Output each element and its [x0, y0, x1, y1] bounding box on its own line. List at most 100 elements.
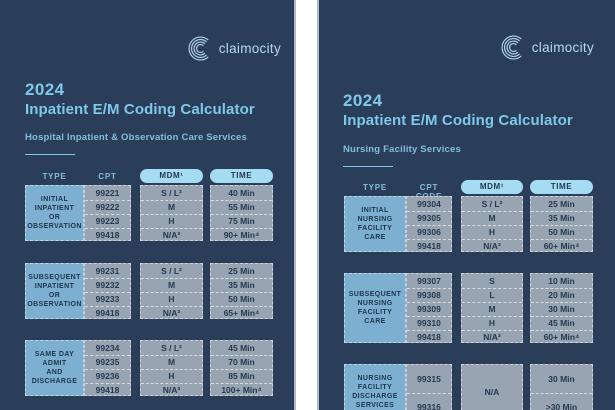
mdm-cell: M: [141, 200, 202, 214]
time-cell: 70 Min: [211, 355, 272, 369]
column-header-time-pill: TIME: [530, 180, 593, 194]
mdm-column: S / L² M H N/A³: [140, 185, 203, 241]
type-label-line: AND: [46, 369, 63, 376]
cpt-cell: 99235: [85, 355, 130, 369]
type-label-line: SERVICES: [355, 402, 395, 409]
claimocity-logo: claimocity: [500, 34, 594, 61]
cpt-cell: 99304: [417, 199, 441, 209]
type-label-line: DISCHARGE: [31, 378, 78, 385]
time-cell: 35 Min: [211, 278, 272, 292]
mdm-column: N/A: [461, 364, 523, 410]
panel-nursing-facility: claimocity 2024 Inpatient E/M Coding Cal…: [317, 0, 615, 410]
time-cell: 65+ Min⁴: [211, 306, 272, 320]
cpt-cell: 99222: [85, 200, 130, 214]
table-group: NURSING FACILITY DISCHARGE SERVICES 99315 993…: [319, 364, 615, 410]
type-cell: INITIAL INPATIENT OR OBSERVATION: [25, 185, 84, 241]
subtitle-underline: [25, 154, 75, 155]
column-header-mdm-pill: MDM¹: [140, 169, 203, 183]
table-group: SAME DAY ADMIT AND DISCHARGE 99234 99235 99236…: [0, 340, 294, 396]
type-label-line: NURSING: [357, 216, 393, 223]
cpt-column: 99307 99308 99309 99310 99418: [406, 273, 452, 343]
mdm-cell: M: [141, 355, 202, 369]
mdm-cell: M: [462, 302, 522, 316]
time-cell: 90+ Min⁴: [211, 228, 272, 242]
mdm-cell: M: [462, 211, 522, 225]
time-column: 10 Min 20 Min 30 Min 45 Min 60+ Min⁴: [530, 273, 593, 343]
type-label-line: OBSERVATION: [27, 223, 82, 230]
type-label-line: OR: [48, 214, 61, 221]
mdm-cell: L: [462, 288, 522, 302]
time-cell: 25 Min: [548, 199, 575, 209]
type-label-line: FACILITY: [357, 225, 393, 232]
mdm-cell: S: [489, 276, 495, 286]
time-cell: 10 Min: [548, 276, 575, 286]
mdm-cell: N/A³: [141, 228, 202, 242]
year-heading: 2024: [25, 80, 65, 99]
mdm-column: S L M H N/A³: [461, 273, 523, 343]
type-cell: SUBSEQUENT NURSING FACILITY CARE: [344, 273, 406, 343]
mdm-cell: H: [141, 369, 202, 383]
type-cell: SUBSEQUENT INPATIENT OR OBSERVATION: [25, 263, 84, 319]
cpt-cell: 99232: [85, 278, 130, 292]
cpt-cell: 99418: [85, 228, 130, 242]
time-column: 25 Min 35 Min 50 Min 65+ Min⁴: [210, 263, 273, 319]
time-column: 45 Min 70 Min 85 Min 100+ Min⁴: [210, 340, 273, 396]
time-cell: 100+ Min⁴: [211, 383, 272, 397]
column-header-cpt: CPT: [98, 172, 117, 181]
cpt-cell: 99306: [407, 225, 451, 239]
table-group: SUBSEQUENT NURSING FACILITY CARE 99307 99308 9…: [319, 273, 615, 343]
cpt-cell: 99316: [407, 393, 451, 410]
type-label-line: OBSERVATION: [27, 301, 82, 308]
mdm-cell: S / L²: [161, 343, 182, 353]
mdm-cell: N/A³: [141, 306, 202, 320]
cpt-cell: 99418: [85, 383, 130, 397]
time-cell: 20 Min: [531, 288, 592, 302]
mdm-cell: M: [141, 278, 202, 292]
cpt-cell: 99305: [407, 211, 451, 225]
type-cell: NURSING FACILITY DISCHARGE SERVICES: [344, 364, 406, 410]
mdm-cell: H: [141, 292, 202, 306]
cpt-column: 99234 99235 99236 99418: [84, 340, 131, 396]
table-group: SUBSEQUENT INPATIENT OR OBSERVATION 99231 992…: [0, 263, 294, 319]
cpt-cell: 99315: [417, 374, 441, 384]
type-label-line: FACILITY: [357, 309, 393, 316]
mdm-cell: N/A³: [141, 383, 202, 397]
type-label-line: FACILITY: [357, 384, 393, 391]
mdm-cell: N/A³: [462, 239, 522, 253]
cpt-column: 99304 99305 99306 99418: [406, 196, 452, 252]
mdm-column: S / L² M H N/A³: [140, 263, 203, 319]
cpt-column: 99231 99232 99233 99418: [84, 263, 131, 319]
time-column: 40 Min 55 Min 75 Min 90+ Min⁴: [210, 185, 273, 241]
type-label-line: SAME DAY: [34, 351, 75, 358]
coding-table: INITIAL NURSING FACILITY CARE 99304 99305 9930…: [319, 0, 615, 410]
mdm-cell: H: [462, 316, 522, 330]
type-label-line: OR: [48, 292, 61, 299]
time-cell: 75 Min: [211, 214, 272, 228]
mdm-cell: N/A³: [462, 330, 522, 344]
time-cell: 50 Min: [211, 292, 272, 306]
service-subtitle: Hospital Inpatient & Observation Care Se…: [25, 132, 247, 143]
mdm-cell: S / L²: [161, 188, 182, 198]
mdm-cell: S / L²: [481, 199, 503, 209]
time-cell: 50 Min: [531, 225, 592, 239]
time-cell: 45 Min: [531, 316, 592, 330]
cpt-cell: 99234: [95, 343, 120, 353]
mdm-cell: H: [462, 225, 522, 239]
time-column: 25 Min 35 Min 50 Min 60+ Min⁴: [530, 196, 593, 252]
time-cell: 30 Min: [531, 302, 592, 316]
time-cell: 60+ Min⁴: [531, 239, 592, 253]
cpt-cell: 99231: [95, 266, 120, 276]
cpt-column: 99221 99222 99223 99418: [84, 185, 131, 241]
column-header-mdm-pill: MDM¹: [461, 180, 523, 194]
cpt-cell: 99236: [85, 369, 130, 383]
mdm-column: S / L² M H N/A³: [461, 196, 523, 252]
time-column: 30 Min >30 Min: [530, 364, 593, 410]
column-header-type: TYPE: [42, 172, 67, 181]
cpt-cell: 99221: [95, 188, 120, 198]
time-cell: 60+ Min⁴: [531, 330, 592, 344]
panel-hospital-inpatient: claimocity 2024 Inpatient E/M Coding Cal…: [0, 0, 296, 410]
time-cell: 55 Min: [211, 200, 272, 214]
table-group: INITIAL INPATIENT OR OBSERVATION 99221 99222 9…: [0, 185, 294, 241]
claimocity-logo: claimocity: [187, 35, 281, 62]
time-cell: 45 Min: [228, 343, 255, 353]
